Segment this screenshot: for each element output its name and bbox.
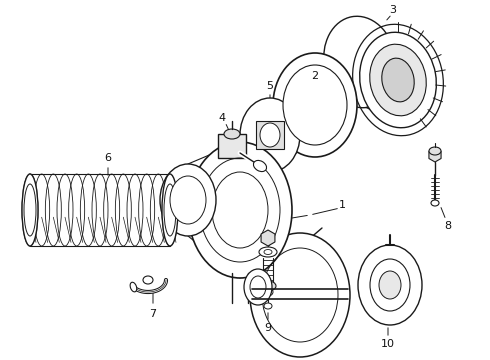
Ellipse shape	[170, 176, 206, 224]
Text: 9: 9	[265, 323, 271, 333]
Ellipse shape	[240, 98, 300, 172]
Polygon shape	[261, 230, 275, 246]
Polygon shape	[429, 148, 441, 162]
Ellipse shape	[358, 245, 422, 325]
Ellipse shape	[130, 282, 137, 292]
Text: 1: 1	[339, 200, 345, 210]
Ellipse shape	[160, 164, 216, 236]
Ellipse shape	[264, 303, 272, 309]
Ellipse shape	[162, 174, 178, 246]
Ellipse shape	[263, 288, 273, 296]
Text: 7: 7	[149, 309, 157, 319]
Ellipse shape	[283, 65, 347, 145]
Ellipse shape	[143, 276, 153, 284]
Ellipse shape	[244, 269, 272, 305]
Ellipse shape	[260, 123, 280, 147]
Ellipse shape	[431, 200, 439, 206]
Text: 5: 5	[267, 81, 273, 91]
Ellipse shape	[382, 58, 414, 102]
Ellipse shape	[259, 247, 277, 257]
Ellipse shape	[260, 281, 276, 291]
Ellipse shape	[250, 233, 350, 357]
Text: 4: 4	[219, 113, 225, 123]
Ellipse shape	[188, 142, 292, 278]
Ellipse shape	[360, 32, 436, 128]
Ellipse shape	[273, 53, 357, 157]
Text: 6: 6	[104, 153, 112, 163]
Polygon shape	[256, 121, 284, 149]
Ellipse shape	[324, 16, 396, 108]
Ellipse shape	[370, 44, 426, 116]
Ellipse shape	[379, 271, 401, 299]
Ellipse shape	[224, 129, 240, 139]
Text: 3: 3	[390, 5, 396, 15]
Ellipse shape	[429, 147, 441, 155]
Ellipse shape	[22, 174, 38, 246]
Bar	[218, 134, 246, 158]
Text: 2: 2	[312, 71, 318, 81]
Text: 8: 8	[444, 221, 452, 231]
Ellipse shape	[264, 249, 272, 255]
Text: 10: 10	[381, 339, 395, 349]
Ellipse shape	[253, 161, 267, 172]
